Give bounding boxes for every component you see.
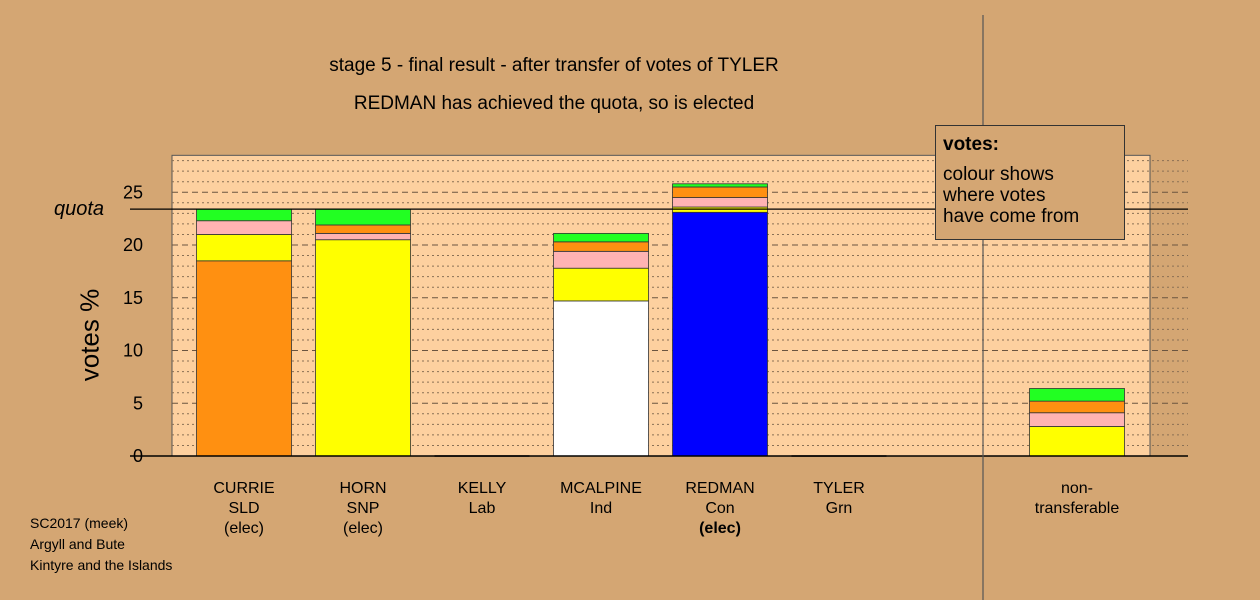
bar-segment [315, 208, 411, 226]
y-tick-label: 15 [123, 288, 143, 308]
candidate-status: (elec) [699, 520, 741, 537]
legend-line: colour shows [943, 164, 1054, 185]
candidate-party: SLD [228, 500, 260, 517]
candidate-party: SNP [346, 500, 380, 517]
legend-title: votes: [943, 134, 999, 155]
bar-stack-mcalpine [553, 232, 649, 457]
y-axis-label: votes % [74, 288, 105, 382]
y-tick-label: 5 [133, 393, 143, 413]
candidate-party: Ind [589, 500, 613, 517]
candidate-name: REDMAN [685, 480, 755, 497]
candidate-label-currie: CURRIE SLD (elec) [179, 479, 309, 539]
bar-segment [315, 224, 411, 234]
quota-label: quota [54, 198, 105, 220]
candidate-label-horn: HORN SNP (elec) [298, 479, 428, 539]
bar-segment [1029, 388, 1125, 402]
candidate-label-tyler: TYLER Grn [774, 479, 904, 519]
legend-line: have come from [943, 206, 1080, 227]
candidate-party: Lab [468, 500, 496, 517]
footer-line: Kintyre and the Islands [30, 557, 173, 573]
bar-segment [672, 211, 768, 457]
bar-segment [672, 197, 768, 208]
bar-segment [196, 220, 292, 235]
bar-segment [553, 250, 649, 269]
candidate-name: MCALPINE [560, 480, 642, 497]
bar-segment [1029, 412, 1125, 427]
footer-line: SC2017 (meek) [30, 515, 129, 531]
candidate-label-mcalpine: MCALPINE Ind [536, 479, 666, 519]
legend-box: votes: colour shows where votes have com… [935, 125, 1125, 240]
candidate-status: (elec) [223, 520, 264, 537]
bar-segment [672, 183, 768, 188]
y-tick-label: 0 [133, 446, 143, 466]
bar-stack-horn [315, 208, 411, 457]
candidate-name: KELLY [457, 480, 507, 497]
candidate-party: Grn [825, 500, 853, 517]
candidate-party: transferable [1034, 500, 1120, 517]
candidate-status: (elec) [342, 520, 383, 537]
bar-segment [553, 232, 649, 243]
bar-segment [196, 208, 292, 222]
candidate-name: TYLER [813, 480, 865, 497]
bar-stack-currie [196, 208, 292, 457]
footer-caption: SC2017 (meek) Argyll and Bute Kintyre an… [30, 513, 172, 576]
y-tick-label: 25 [123, 182, 143, 202]
chart-subtitle: REDMAN has achieved the quota, so is ele… [353, 93, 755, 114]
bar-segment [315, 232, 411, 241]
bar-segment [553, 241, 649, 252]
bar-segment [1029, 426, 1125, 457]
bar-segment [553, 300, 649, 457]
chart-title: stage 5 - final result - after transfer … [329, 55, 779, 76]
bar-segment [672, 186, 768, 198]
bar-stack-redman [672, 183, 768, 457]
candidate-name: HORN [339, 480, 387, 497]
footer-line: Argyll and Bute [30, 536, 125, 552]
bar-stack-non-transferable [1029, 388, 1125, 457]
candidate-label-kelly: KELLY Lab [417, 479, 547, 519]
candidate-name: non- [1060, 480, 1094, 497]
bar-segment [553, 267, 649, 302]
y-tick-label: 20 [123, 235, 143, 255]
legend-line: where votes [943, 185, 1046, 206]
y-tick-label: 10 [123, 341, 143, 361]
bar-segment [315, 239, 411, 457]
bar-segment [196, 234, 292, 262]
candidate-name: CURRIE [213, 480, 275, 497]
candidate-party: Con [705, 500, 735, 517]
bar-stacks [196, 183, 1125, 457]
bar-segment [1029, 400, 1125, 414]
bar-segment [196, 260, 292, 457]
candidate-label-non-transferable: non- transferable [1012, 479, 1142, 519]
candidate-label-redman: REDMAN Con (elec) [655, 479, 785, 539]
